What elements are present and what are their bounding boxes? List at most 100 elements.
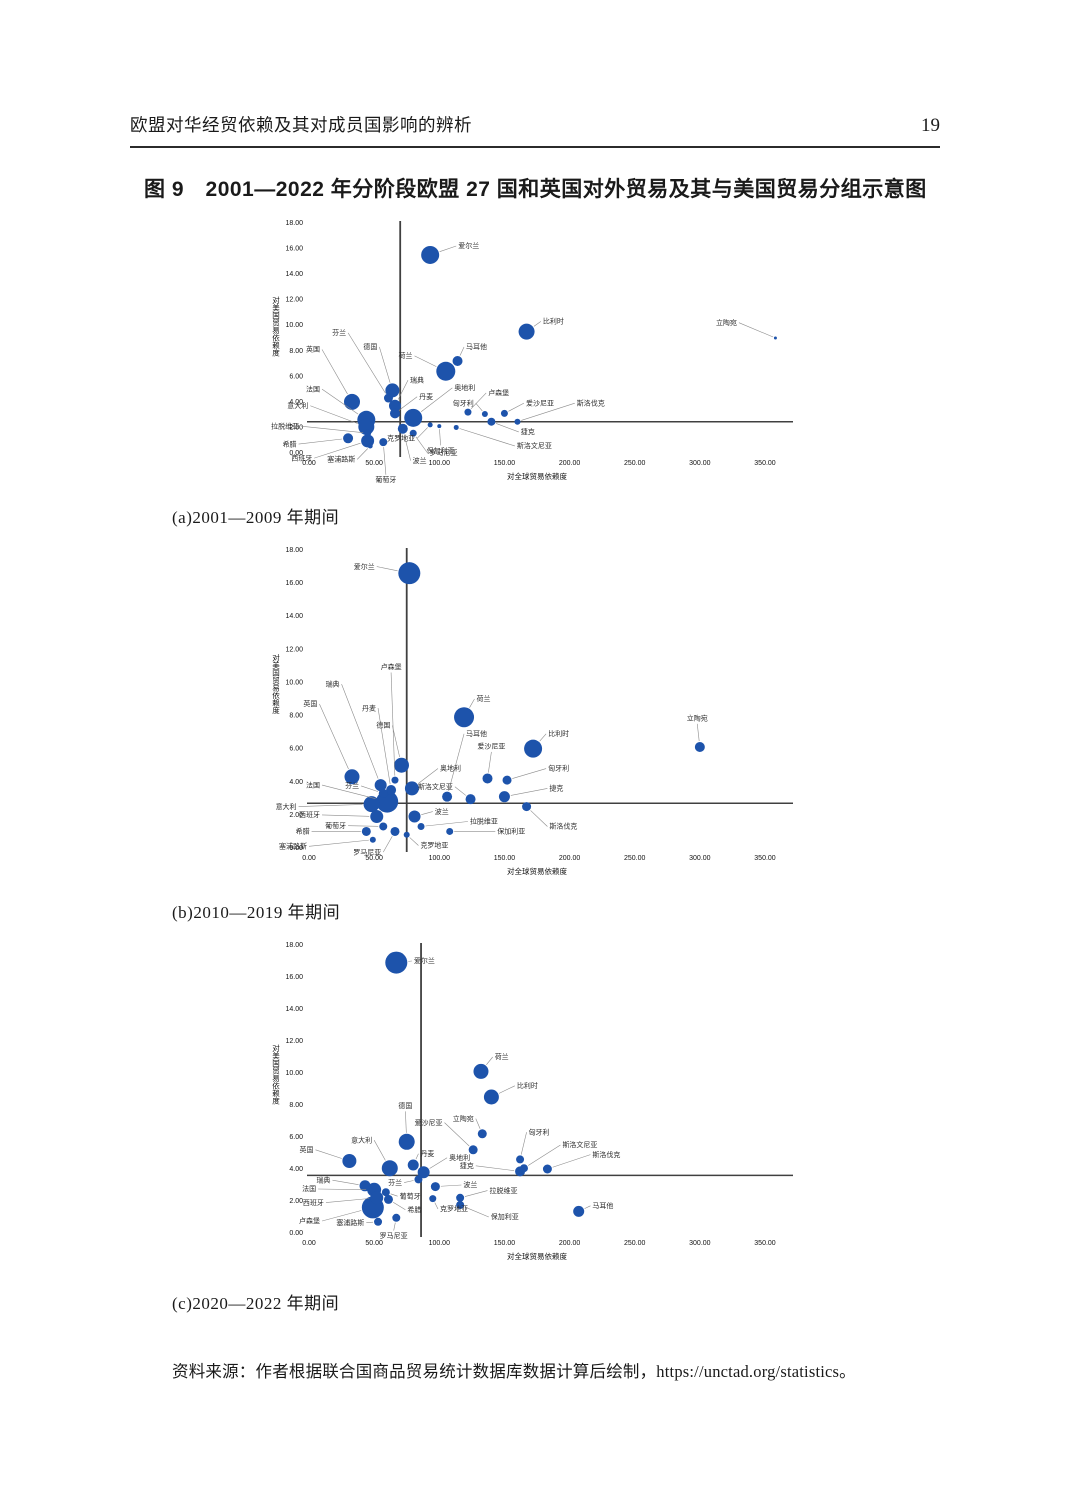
country-label: 比利时 [543, 317, 564, 326]
label-leader-line [469, 698, 475, 708]
x-axis-tick: 100.00 [429, 855, 451, 862]
data-bubble [394, 757, 410, 773]
y-axis-tick: 12.00 [285, 646, 303, 653]
y-axis-tick: 12.00 [285, 1038, 303, 1045]
y-axis-tick: 6.00 [289, 746, 303, 753]
data-bubble [379, 822, 388, 831]
x-axis-tick: 0.00 [302, 855, 316, 862]
data-bubble [381, 1188, 390, 1197]
country-label: 意大利 [287, 401, 308, 410]
x-axis-tick: 250.00 [624, 1240, 646, 1247]
country-label: 法国 [302, 1184, 316, 1193]
country-label: 捷克 [521, 427, 535, 436]
x-axis-tick: 200.00 [559, 855, 581, 862]
y-axis-tick: 4.00 [289, 779, 303, 786]
country-label: 法国 [306, 384, 320, 393]
x-axis-tick: 0.00 [302, 1240, 316, 1247]
data-bubble [522, 802, 532, 812]
data-bubble [409, 429, 417, 437]
country-label: 芬兰 [345, 781, 359, 790]
label-leader-line [448, 733, 465, 791]
label-leader-line [459, 428, 515, 447]
data-bubble [342, 1154, 357, 1168]
x-axis-tick: 150.00 [494, 1240, 516, 1247]
country-label: 爱尔兰 [414, 956, 435, 965]
label-leader-line [373, 1140, 386, 1161]
country-label: 马耳他 [466, 729, 487, 738]
label-leader-line [332, 1179, 359, 1185]
y-axis-tick: 18.00 [285, 942, 303, 949]
label-leader-line [510, 788, 548, 796]
label-leader-line [356, 448, 369, 460]
label-leader-line [521, 402, 575, 421]
label-leader-line [321, 1210, 362, 1222]
data-bubble [446, 827, 454, 835]
country-label: 马耳他 [466, 342, 487, 351]
y-axis-tick: 4.00 [289, 399, 303, 406]
country-label: 希腊 [407, 1205, 421, 1214]
label-leader-line [322, 814, 370, 817]
y-axis-tick: 14.00 [285, 613, 303, 620]
y-axis-tick: 0.00 [289, 1230, 303, 1237]
x-axis-label: 对全球贸易依赖度 [507, 1251, 567, 1261]
label-leader-line [321, 388, 359, 415]
label-leader-line [470, 392, 487, 410]
data-bubble [404, 781, 419, 796]
country-label: 西班牙 [291, 453, 312, 462]
data-bubble [454, 707, 475, 728]
y-axis-tick: 10.00 [285, 679, 303, 686]
label-leader-line [392, 725, 400, 758]
data-bubble [477, 1129, 487, 1139]
data-bubble [417, 1166, 430, 1179]
label-leader-line [347, 332, 386, 394]
y-axis-tick: 2.00 [289, 812, 303, 819]
y-axis-tick: 4.00 [289, 1166, 303, 1173]
y-axis-tick: 14.00 [285, 1006, 303, 1013]
label-leader-line [404, 1180, 414, 1183]
country-label: 西班牙 [299, 810, 320, 819]
label-leader-line [528, 1144, 561, 1166]
label-leader-line [552, 1154, 591, 1168]
country-label: 瑞典 [326, 679, 340, 688]
country-label: 爱沙尼亚 [526, 399, 554, 407]
data-bubble [361, 826, 371, 836]
data-bubble [482, 773, 493, 784]
page-header: 欧盟对华经贸依赖及其对成员国影响的辨析 19 [130, 112, 940, 148]
data-bubble [392, 1213, 401, 1222]
x-axis-tick: 300.00 [689, 460, 711, 467]
label-leader-line [361, 785, 379, 792]
country-label: 罗马尼亚 [430, 449, 458, 457]
data-bubble [370, 1191, 384, 1205]
label-leader-line [464, 1206, 489, 1218]
label-leader-line [409, 837, 419, 846]
country-label: 荷兰 [399, 351, 413, 360]
y-axis-tick: 12.00 [285, 297, 303, 304]
y-axis-tick: 16.00 [285, 246, 303, 253]
label-leader-line [533, 321, 542, 327]
paper-page: 欧盟对华经贸依赖及其对成员国影响的辨析 19 图 9 2001—2022 年分阶… [130, 112, 940, 1381]
country-label: 保加利亚 [427, 446, 455, 455]
data-bubble [481, 411, 488, 418]
chart-block-c: 0.00 2.00 4.00 6.00 8.00 10.00 12.00 14.00 16.00… [265, 935, 940, 1265]
country-label: 波兰 [463, 1180, 477, 1189]
country-label: 英国 [306, 345, 320, 354]
data-bubble [436, 361, 456, 381]
y-axis-tick: 0.00 [289, 845, 303, 852]
country-label: 爱尔兰 [458, 241, 479, 250]
country-label: 克罗地亚 [387, 434, 415, 443]
data-bubble [386, 785, 397, 796]
label-leader-line [454, 786, 467, 796]
data-bubble [398, 1133, 415, 1150]
data-bubble [427, 422, 433, 428]
label-leader-line [488, 751, 492, 773]
data-bubble [408, 810, 421, 823]
figure-title: 图 9 2001—2022 年分阶段欧盟 27 国和英国对外贸易及其与美国贸易分… [144, 178, 927, 201]
y-axis-tick: 10.00 [285, 322, 303, 329]
label-leader-line [383, 447, 387, 475]
country-label: 德国 [376, 721, 390, 730]
country-label: 希腊 [283, 439, 297, 448]
country-label: 丹麦 [420, 1149, 434, 1158]
figure-body: 0.00 2.00 4.00 6.00 8.00 10.00 12.00 14.00 16.00… [130, 213, 940, 1314]
label-leader-line [508, 402, 525, 412]
country-label: 英国 [300, 1145, 314, 1154]
